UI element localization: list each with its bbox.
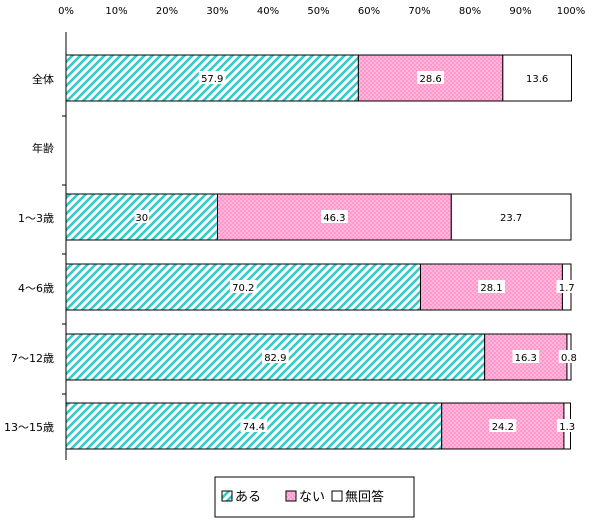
data-label: 1.7 — [559, 283, 575, 294]
data-label-bg — [198, 71, 226, 84]
x-tick-label: 70% — [408, 6, 430, 17]
data-label: 28.1 — [480, 283, 502, 294]
data-label-bg — [556, 280, 578, 293]
data-label: 0.8 — [561, 353, 577, 364]
data-label: 23.7 — [500, 213, 522, 224]
category-label: 1～3歳 — [18, 212, 54, 225]
data-label-bg — [134, 210, 149, 223]
category-label: 全体 — [32, 72, 54, 86]
data-label: 46.3 — [323, 213, 345, 224]
legend-box — [214, 476, 415, 518]
data-label-bg — [240, 419, 268, 432]
data-label-bg — [556, 419, 578, 432]
x-tick-label: 50% — [307, 6, 329, 17]
data-label: 70.2 — [232, 283, 254, 294]
x-tick-label: 0% — [58, 6, 74, 17]
data-label: 24.2 — [492, 422, 514, 433]
legend-swatch — [331, 490, 343, 502]
category-label: 年齢 — [32, 141, 54, 155]
data-label: 28.6 — [419, 74, 441, 85]
legend-label: ある — [235, 490, 261, 505]
data-label-bg — [417, 71, 445, 84]
data-label-bg — [321, 210, 348, 223]
bar-segment — [217, 193, 452, 241]
legend-swatch — [285, 490, 297, 502]
x-tick-label: 10% — [105, 6, 127, 17]
data-label-bg — [489, 419, 517, 432]
data-label-bg — [478, 280, 505, 293]
legend-label: 無回答 — [345, 489, 384, 505]
data-label-bg — [512, 350, 540, 363]
data-label-bg — [261, 350, 289, 363]
legend-swatch — [221, 490, 233, 502]
x-tick-label: 20% — [156, 6, 178, 17]
category-label: 7～12歳 — [11, 352, 54, 365]
data-label: 57.9 — [201, 74, 223, 85]
data-label: 16.3 — [515, 353, 537, 364]
category-label: 13～15歳 — [4, 421, 54, 434]
data-label: 1.3 — [559, 422, 575, 433]
data-label-bg — [523, 71, 551, 84]
category-label: 4～6歳 — [18, 282, 54, 295]
data-label: 30 — [135, 213, 148, 224]
data-labels: 57.9 28.6 13.6 30 46.3 23.7 70.2 28.1 1.7 82.9 16.… — [134, 71, 580, 433]
bar-segment — [65, 193, 218, 241]
data-label-bg — [558, 350, 580, 363]
x-tick-label: 40% — [257, 6, 279, 17]
data-label: 82.9 — [264, 353, 286, 364]
legend-label: ない — [299, 490, 325, 505]
data-label: 13.6 — [526, 74, 548, 85]
data-label: 74.4 — [243, 422, 265, 433]
legend: ある ない 無回答 — [214, 476, 415, 518]
x-tick-label: 30% — [206, 6, 228, 17]
x-tick-label: 90% — [509, 6, 531, 17]
data-label-bg — [229, 280, 257, 293]
x-tick-label: 80% — [459, 6, 481, 17]
data-label-bg — [497, 210, 525, 223]
x-tick-label: 100% — [557, 6, 586, 17]
x-tick-label: 60% — [358, 6, 380, 17]
bars — [65, 54, 573, 450]
